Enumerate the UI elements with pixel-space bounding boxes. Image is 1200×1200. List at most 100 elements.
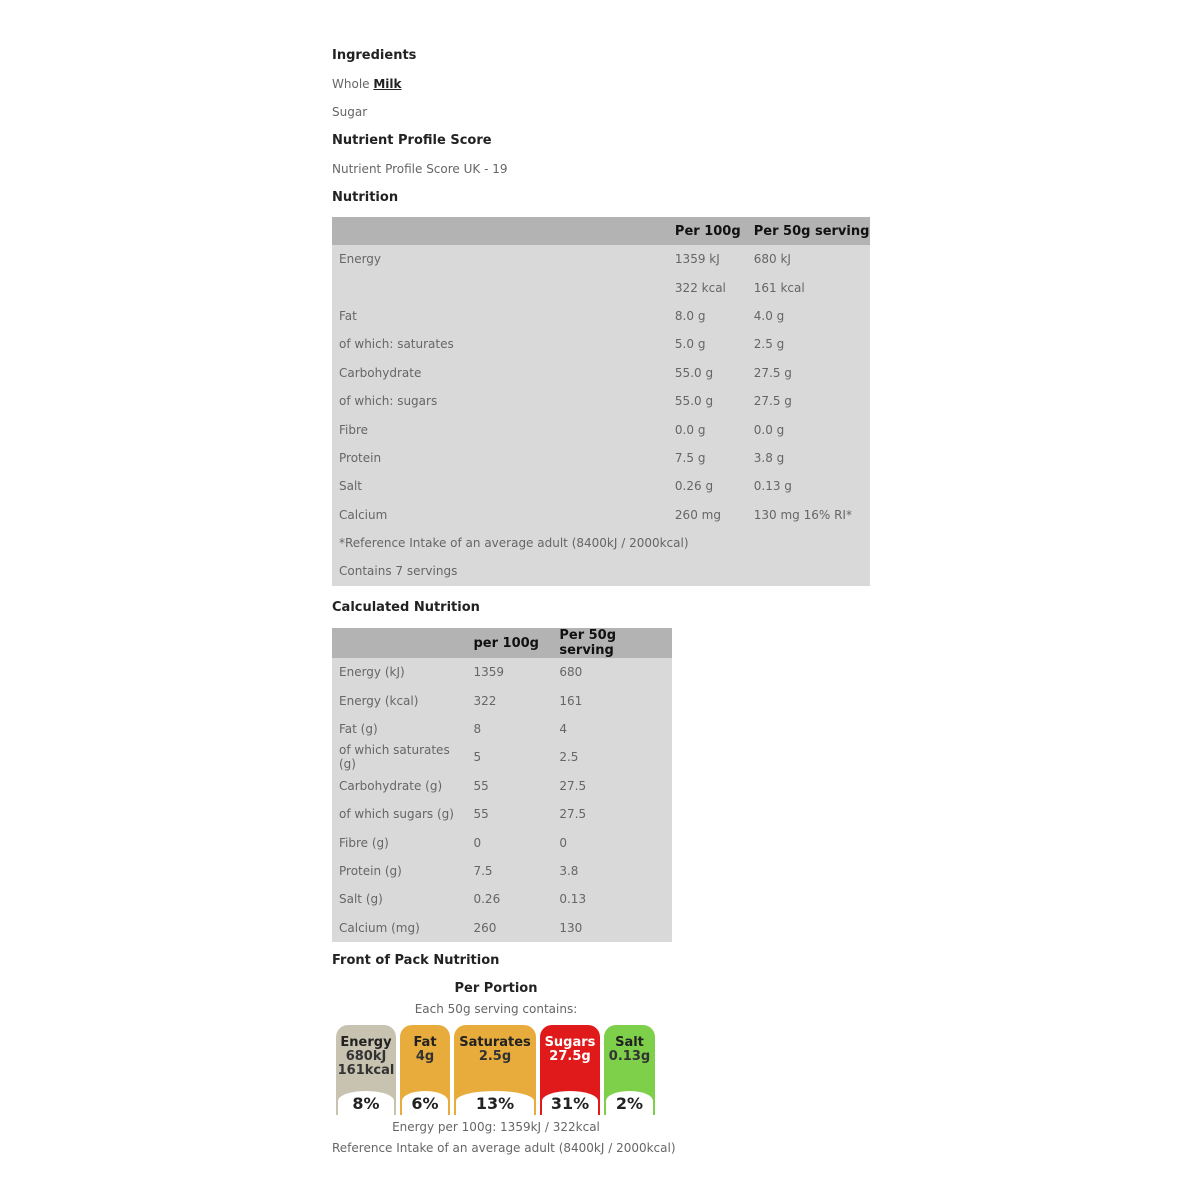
column-header: per 100g [466,628,553,658]
table-cell: 161 [559,693,583,708]
table-cell: 0.0 g [674,422,706,437]
fop-value: 680kJ [345,1049,387,1064]
table-row: Salt 0.26 g 0.13 g [332,472,870,500]
fop-salt: Salt 0.13g 2% [604,1025,655,1115]
fop-heading: Front of Pack Nutrition [332,953,500,968]
column-header [332,628,467,658]
table-cell: 130 [559,920,583,935]
nutrition-heading: Nutrition [332,190,399,205]
table-row: Fat (g) 8 4 [332,715,672,743]
calculated-table: per 100g Per 50g serving Energy (kJ) 1359 68… [332,628,672,942]
allergen: Milk [373,77,402,91]
table-cell: 0 [473,835,482,850]
table-row: Fibre 0.0 g 0.0 g [332,415,870,443]
table-cell: 260 mg [674,507,721,522]
table-row: Fat 8.0 g 4.0 g [332,302,870,330]
fop-value: 4g [415,1049,435,1064]
table-cell: 4.0 g [753,308,785,323]
table-cell: Protein [339,450,382,465]
table-cell: 322 [473,693,497,708]
fop-value: 2.5g [478,1049,512,1064]
table-cell: 7.5 g [674,450,706,465]
table-row: Energy (kJ) 1359 680 [332,658,672,686]
fop-value2: 161kcal [337,1063,395,1078]
table-cell: 27.5 [559,807,587,822]
table-cell: 3.8 g [753,450,785,465]
table-cell: Energy (kJ) [339,665,405,680]
table-cell: 322 kcal [674,280,726,295]
table-cell: 55.0 g [674,394,714,409]
fop-saturates: Saturates 2.5g 13% [454,1025,536,1115]
table-cell: 55 [473,778,489,793]
table-row: Protein (g) 7.5 3.8 [332,857,672,885]
table-row: Protein 7.5 g 3.8 g [332,444,870,472]
table-row: Energy (kcal) 322 161 [332,686,672,714]
table-cell: Fibre [339,422,369,437]
table-cell [332,273,668,301]
table-cell: of which: sugars [339,394,438,409]
table-row: Fibre (g) 0 0 [332,828,672,856]
table-row: of which sugars (g) 55 27.5 [332,800,672,828]
table-cell: Calcium [339,507,388,522]
table-cell: 8 [473,721,482,736]
fop-sugars: Sugars 27.5g 31% [540,1025,600,1115]
table-cell: 3.8 [559,863,579,878]
ingredient-text: Whole [332,77,374,91]
table-row: 322 kcal 161 kcal [332,273,870,301]
fop-percent: 6% [402,1091,448,1115]
fop-label: Energy [340,1035,392,1050]
column-header [332,217,668,245]
header-row: per 100g Per 50g serving [332,628,672,658]
table-cell: 55 [473,807,489,822]
table-cell: Carbohydrate [339,365,422,380]
table-cell: Energy [339,252,382,267]
table-cell: Fat [339,308,357,323]
fop-fat: Fat 4g 6% [400,1025,450,1115]
fop-label: Saturates [459,1035,531,1050]
table-cell: of which: saturates [339,337,454,352]
table-cell: 2.5 [559,750,579,765]
table-cell: Salt (g) [339,892,383,907]
table-row: Carbohydrate (g) 55 27.5 [332,772,672,800]
table-cell: 7.5 [473,863,493,878]
fop-label: Sugars [544,1035,596,1050]
table-row: Calcium (mg) 260 130 [332,914,672,942]
table-row: of which: sugars 55.0 g 27.5 g [332,387,870,415]
fop-label: Fat [413,1035,437,1050]
table-row: of which: saturates 5.0 g 2.5 g [332,330,870,358]
reference-intake: Reference Intake of an average adult (84… [332,1141,676,1155]
table-row: Salt (g) 0.26 0.13 [332,885,672,913]
table-row: Energy 1359 kJ 680 kJ [332,245,870,273]
fop-energy: Energy 680kJ 161kcal 8% [336,1025,396,1115]
table-cell: 161 kcal [753,280,805,295]
table-cell: 27.5 g [753,394,792,409]
table-cell: 2.5 g [753,337,785,352]
each-serving: Each 50g serving contains: [414,1002,578,1016]
table-cell: Protein (g) [339,863,402,878]
table-cell: 1359 kJ [674,252,720,267]
fop-percent: 2% [606,1091,653,1115]
servings: Contains 7 servings [339,564,458,579]
table-cell: 4 [559,721,567,736]
table-cell: 1359 [473,665,505,680]
table-cell: 0 [559,835,567,850]
table-cell: 5 [473,750,482,765]
fop-value: 0.13g [608,1049,651,1064]
table-cell: Carbohydrate (g) [339,778,443,793]
table-cell: 0.26 g [674,479,714,494]
calculated-heading: Calculated Nutrition [332,600,480,615]
table-cell: 680 [559,665,583,680]
ingredient-item: Sugar [332,105,368,119]
ingredients-heading: Ingredients [332,48,417,63]
nutrition-table: Per 100g Per 50g serving Energy 1359 kJ 680 … [332,217,870,586]
header-row: Per 100g Per 50g serving [332,217,870,245]
ingredient-item: Whole Milk [332,77,402,91]
column-header: Per 100g [667,217,747,245]
fop-percent: 13% [456,1091,534,1115]
table-row: Carbohydrate 55.0 g 27.5 g [332,359,870,387]
fop-label: Salt [615,1035,644,1050]
fop-percent: 8% [338,1091,394,1115]
table-cell: Calcium (mg) [339,920,420,935]
table-cell: 130 mg 16% RI* [753,507,852,522]
nps-heading: Nutrient Profile Score [332,133,492,148]
